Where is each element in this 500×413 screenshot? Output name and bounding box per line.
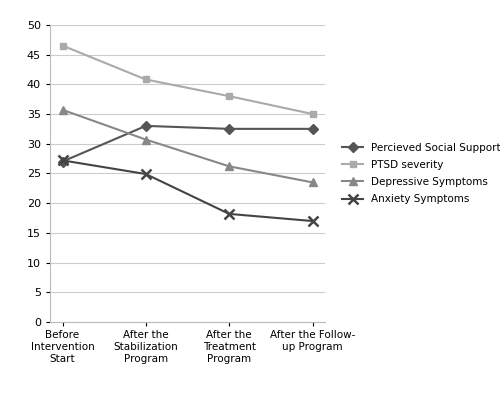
PTSD severity	[226, 94, 232, 99]
Depressive Symptoms	[310, 180, 316, 185]
Depressive Symptoms	[60, 107, 66, 112]
PTSD severity	[143, 77, 149, 82]
Depressive Symptoms	[143, 137, 149, 142]
PTSD severity	[310, 112, 316, 116]
Anxiety Symptoms	[310, 218, 316, 223]
Anxiety Symptoms	[60, 158, 66, 163]
Percieved Social Support	[310, 126, 316, 131]
Percieved Social Support	[226, 126, 232, 131]
PTSD severity	[60, 43, 66, 48]
Line: Depressive Symptoms: Depressive Symptoms	[58, 106, 316, 187]
Line: Percieved Social Support: Percieved Social Support	[59, 122, 316, 165]
Percieved Social Support	[143, 123, 149, 128]
Anxiety Symptoms	[226, 211, 232, 216]
Percieved Social Support	[60, 159, 66, 164]
Anxiety Symptoms	[143, 171, 149, 176]
Line: PTSD severity: PTSD severity	[59, 42, 316, 117]
Legend: Percieved Social Support, PTSD severity, Depressive Symptoms, Anxiety Symptoms: Percieved Social Support, PTSD severity,…	[340, 140, 500, 206]
Line: Anxiety Symptoms: Anxiety Symptoms	[58, 156, 318, 226]
Depressive Symptoms	[226, 164, 232, 169]
